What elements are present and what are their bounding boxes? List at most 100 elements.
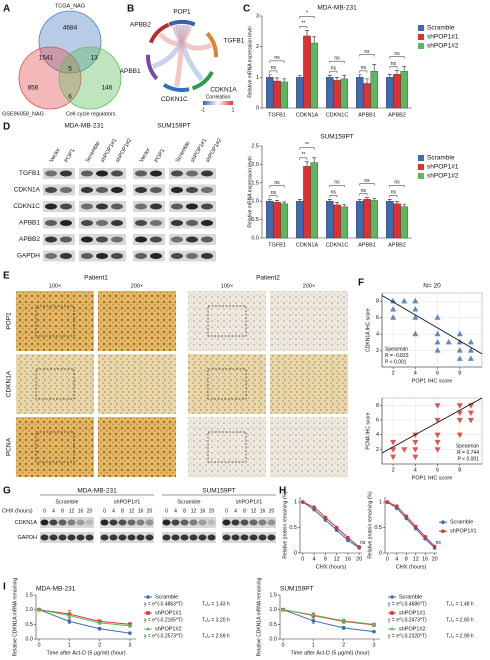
error-bar [312, 36, 317, 43]
point [97, 620, 102, 625]
blot-band [186, 187, 198, 193]
blot-strip [43, 250, 75, 262]
time-label: 8 [61, 508, 64, 514]
gene-label: POP1 [173, 9, 191, 16]
chord-arc [205, 31, 218, 58]
error-bar [297, 75, 302, 78]
blot-band [171, 170, 183, 177]
ihc-image [98, 354, 176, 414]
point [412, 305, 419, 312]
blot-band [67, 519, 76, 526]
bar [340, 78, 348, 109]
time-label: 16 [138, 508, 144, 514]
legend-label: shPOP1#1 [399, 610, 426, 616]
bar [333, 204, 341, 239]
x-axis-label: CHX (hours) [396, 564, 427, 570]
blot-band [111, 236, 123, 243]
blot-band [60, 187, 72, 193]
point [412, 314, 419, 320]
time-label: 20 [147, 508, 153, 514]
y-tick-label: 1 [379, 500, 382, 506]
bar [303, 166, 311, 239]
blot-band [240, 519, 249, 526]
blot-band [201, 236, 213, 243]
blot-band [60, 253, 72, 259]
blot-band [171, 519, 180, 526]
error-bar [335, 202, 339, 205]
venn-count: 6 [68, 94, 72, 101]
half-life: T₁/₂ = 2.80 h [446, 617, 474, 623]
significance-bracket [269, 185, 285, 188]
blot-band [150, 170, 162, 177]
point [412, 297, 419, 304]
point [341, 626, 346, 630]
chord-arc [191, 70, 214, 91]
point [401, 297, 408, 304]
point [412, 454, 419, 461]
legend-label: shPOP1#1 [427, 34, 459, 41]
blot-strip [43, 217, 75, 229]
point [456, 403, 463, 409]
point [467, 347, 474, 353]
point [334, 528, 339, 532]
venn-circle [58, 46, 122, 110]
blot-band [45, 253, 57, 259]
blot-band [96, 170, 108, 177]
significance-label: ns [361, 65, 367, 71]
blot-band [45, 187, 57, 193]
bar [310, 162, 318, 239]
blot-band [186, 236, 198, 243]
error-bar [395, 201, 399, 204]
chord-arc [146, 54, 159, 81]
venn-circle [18, 46, 82, 110]
legend-label: shPOP1#2 [427, 43, 459, 50]
time-label: 0 [165, 508, 168, 514]
point [434, 417, 441, 424]
blot-band [222, 534, 231, 541]
legend-label: Scramble [155, 594, 178, 600]
time-label: 20 [209, 508, 215, 514]
point [128, 631, 132, 635]
y-tick-label: 4 [376, 432, 379, 438]
significance-bracket [299, 16, 315, 19]
significance-label: ns [360, 540, 366, 546]
ihc-image [16, 291, 94, 351]
error-bar [327, 199, 332, 202]
x-tick-label: CDKN1C [326, 112, 349, 118]
blot-band [96, 253, 108, 259]
chord-link [172, 25, 212, 51]
half-life: T₁/₂ = 2.69 h [202, 633, 230, 639]
y-tick-label: 1.0 [269, 607, 277, 613]
blot-band [60, 220, 72, 226]
x-tick-label: 8 [324, 556, 327, 562]
point [390, 439, 397, 446]
point [456, 410, 463, 417]
point [456, 432, 463, 439]
error-bar [305, 161, 309, 167]
point [390, 447, 397, 453]
blot-band [111, 170, 123, 177]
x-tick-label: TGFB1 [268, 112, 286, 118]
x-axis-label: CHX (hours) [316, 564, 347, 570]
bar [280, 81, 288, 109]
stat-annotation: R = -0.833 [385, 353, 409, 359]
blot-band [111, 203, 123, 210]
blot-band [45, 220, 57, 226]
x-tick-label: APBB1 [358, 242, 376, 248]
blot-strip [133, 234, 165, 245]
y-axis-label: Relative CDKN1A mRNA remaining [12, 577, 18, 656]
significance-label: ns [271, 190, 277, 196]
blot-band [127, 519, 136, 526]
blot-band [186, 170, 198, 177]
x-tick-label: 4 [414, 370, 417, 376]
series-line [38, 609, 130, 627]
magnification-label: 200× [303, 283, 315, 289]
ihc-image [98, 291, 176, 351]
condition-label: Scramble [55, 499, 78, 505]
bar [266, 77, 274, 109]
legend-swatch [418, 173, 424, 179]
blot-band [189, 534, 198, 541]
y-axis-label: Relative mRNA expression level [247, 26, 253, 97]
significance-bracket [299, 26, 308, 29]
y-tick-label: 6 [376, 315, 379, 321]
